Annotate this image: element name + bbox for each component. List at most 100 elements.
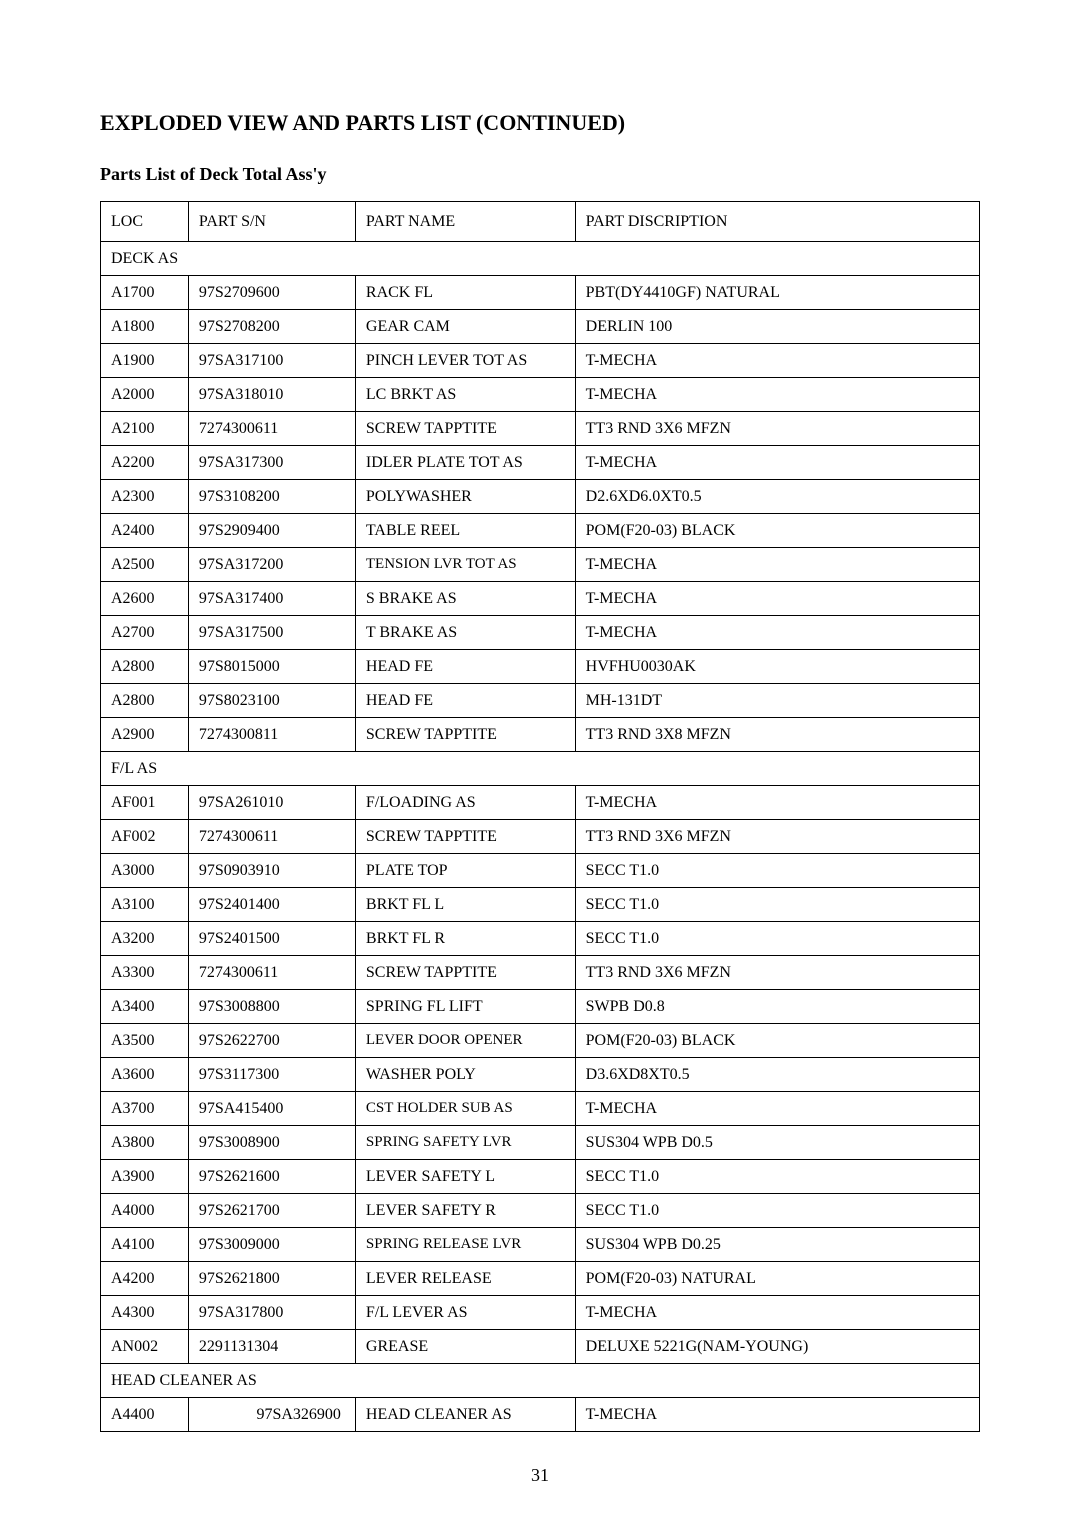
cell-loc: AF001	[101, 786, 189, 820]
table-row: A260097SA317400S BRAKE AST-MECHA	[101, 582, 980, 616]
table-row: A180097S2708200GEAR CAMDERLIN 100	[101, 310, 980, 344]
cell-sn: 97S2708200	[188, 310, 355, 344]
table-row: A300097S0903910PLATE TOPSECC T1.0	[101, 854, 980, 888]
cell-name: SPRING SAFETY LVR	[355, 1126, 575, 1160]
cell-loc: A3100	[101, 888, 189, 922]
cell-name: SCREW TAPPTITE	[355, 718, 575, 752]
page-number: 31	[0, 1465, 1080, 1486]
cell-sn: 97S8015000	[188, 650, 355, 684]
cell-name: TENSION LVR TOT AS	[355, 548, 575, 582]
cell-desc: T-MECHA	[575, 786, 979, 820]
cell-sn: 97SA261010	[188, 786, 355, 820]
cell-loc: A2900	[101, 718, 189, 752]
table-row: A220097SA317300IDLER PLATE TOT AST-MECHA	[101, 446, 980, 480]
cell-loc: A3000	[101, 854, 189, 888]
table-row: AF00197SA261010F/LOADING AST-MECHA	[101, 786, 980, 820]
table-header-row: LOC PART S/N PART NAME PART DISCRIPTION	[101, 202, 980, 242]
section-row: HEAD CLEANER AS	[101, 1364, 980, 1398]
table-row: A440097SA326900HEAD CLEANER AST-MECHA	[101, 1398, 980, 1432]
table-row: AN0022291131304GREASEDELUXE 5221G(NAM-YO…	[101, 1330, 980, 1364]
cell-sn: 7274300811	[188, 718, 355, 752]
table-row: A240097S2909400TABLE REELPOM(F20-03) BLA…	[101, 514, 980, 548]
table-row: A21007274300611SCREW TAPPTITETT3 RND 3X6…	[101, 412, 980, 446]
cell-sn: 97SA317100	[188, 344, 355, 378]
table-row: A320097S2401500BRKT FL RSECC T1.0	[101, 922, 980, 956]
cell-sn: 97S2401500	[188, 922, 355, 956]
table-row: A410097S3009000SPRING RELEASE LVRSUS304 …	[101, 1228, 980, 1262]
cell-sn: 97S3117300	[188, 1058, 355, 1092]
cell-name: T BRAKE AS	[355, 616, 575, 650]
table-row: A250097SA317200TENSION LVR TOT AST-MECHA	[101, 548, 980, 582]
cell-sn: 97S8023100	[188, 684, 355, 718]
cell-name: IDLER PLATE TOT AS	[355, 446, 575, 480]
cell-name: PINCH LEVER TOT AS	[355, 344, 575, 378]
cell-sn: 97SA415400	[188, 1092, 355, 1126]
cell-desc: T-MECHA	[575, 1296, 979, 1330]
cell-loc: A2400	[101, 514, 189, 548]
cell-name: F/LOADING AS	[355, 786, 575, 820]
cell-sn: 2291131304	[188, 1330, 355, 1364]
cell-loc: A4400	[101, 1398, 189, 1432]
cell-name: HEAD FE	[355, 650, 575, 684]
cell-loc: A2800	[101, 684, 189, 718]
cell-desc: SUS304 WPB D0.5	[575, 1126, 979, 1160]
table-row: A280097S8023100HEAD FEMH-131DT	[101, 684, 980, 718]
table-row: A360097S3117300WASHER POLYD3.6XD8XT0.5	[101, 1058, 980, 1092]
cell-sn: 97SA317300	[188, 446, 355, 480]
cell-sn: 97SA317200	[188, 548, 355, 582]
cell-desc: HVFHU0030AK	[575, 650, 979, 684]
cell-name: PLATE TOP	[355, 854, 575, 888]
cell-name: BRKT FL L	[355, 888, 575, 922]
cell-sn: 97SA318010	[188, 378, 355, 412]
cell-name: LEVER SAFETY L	[355, 1160, 575, 1194]
cell-loc: A4000	[101, 1194, 189, 1228]
table-row: A310097S2401400BRKT FL LSECC T1.0	[101, 888, 980, 922]
cell-sn: 97SA317400	[188, 582, 355, 616]
cell-sn: 97S2709600	[188, 276, 355, 310]
cell-desc: T-MECHA	[575, 1092, 979, 1126]
cell-desc: TT3 RND 3X6 MFZN	[575, 412, 979, 446]
cell-loc: A2100	[101, 412, 189, 446]
page-subtitle: Parts List of Deck Total Ass'y	[100, 164, 980, 185]
cell-loc: A2500	[101, 548, 189, 582]
cell-name: HEAD CLEANER AS	[355, 1398, 575, 1432]
cell-desc: T-MECHA	[575, 378, 979, 412]
cell-desc: POM(F20-03) NATURAL	[575, 1262, 979, 1296]
cell-sn: 97SA317800	[188, 1296, 355, 1330]
cell-name: CST HOLDER SUB AS	[355, 1092, 575, 1126]
cell-name: BRKT FL R	[355, 922, 575, 956]
cell-sn: 7274300611	[188, 820, 355, 854]
table-row: A350097S2622700LEVER DOOR OPENERPOM(F20-…	[101, 1024, 980, 1058]
cell-name: SCREW TAPPTITE	[355, 956, 575, 990]
cell-desc: SECC T1.0	[575, 1194, 979, 1228]
cell-name: POLYWASHER	[355, 480, 575, 514]
table-row: A420097S2621800LEVER RELEASEPOM(F20-03) …	[101, 1262, 980, 1296]
parts-table: LOC PART S/N PART NAME PART DISCRIPTION …	[100, 201, 980, 1432]
cell-name: LEVER DOOR OPENER	[355, 1024, 575, 1058]
cell-loc: A1900	[101, 344, 189, 378]
cell-name: WASHER POLY	[355, 1058, 575, 1092]
cell-desc: T-MECHA	[575, 446, 979, 480]
cell-sn: 97S2621600	[188, 1160, 355, 1194]
cell-loc: AF002	[101, 820, 189, 854]
cell-loc: A3900	[101, 1160, 189, 1194]
cell-desc: TT3 RND 3X6 MFZN	[575, 956, 979, 990]
cell-sn: 97S0903910	[188, 854, 355, 888]
cell-name: RACK FL	[355, 276, 575, 310]
cell-desc: MH-131DT	[575, 684, 979, 718]
col-sn: PART S/N	[188, 202, 355, 242]
cell-loc: A3300	[101, 956, 189, 990]
cell-name: HEAD FE	[355, 684, 575, 718]
cell-name: GEAR CAM	[355, 310, 575, 344]
cell-sn: 97S3009000	[188, 1228, 355, 1262]
cell-name: LEVER SAFETY R	[355, 1194, 575, 1228]
cell-desc: DELUXE 5221G(NAM-YOUNG)	[575, 1330, 979, 1364]
cell-name: LC BRKT AS	[355, 378, 575, 412]
table-row: A430097SA317800F/L LEVER AST-MECHA	[101, 1296, 980, 1330]
table-row: A230097S3108200POLYWASHERD2.6XD6.0XT0.5	[101, 480, 980, 514]
cell-loc: A4300	[101, 1296, 189, 1330]
cell-desc: SECC T1.0	[575, 1160, 979, 1194]
cell-sn: 97S3008800	[188, 990, 355, 1024]
cell-loc: A2300	[101, 480, 189, 514]
cell-loc: A1700	[101, 276, 189, 310]
